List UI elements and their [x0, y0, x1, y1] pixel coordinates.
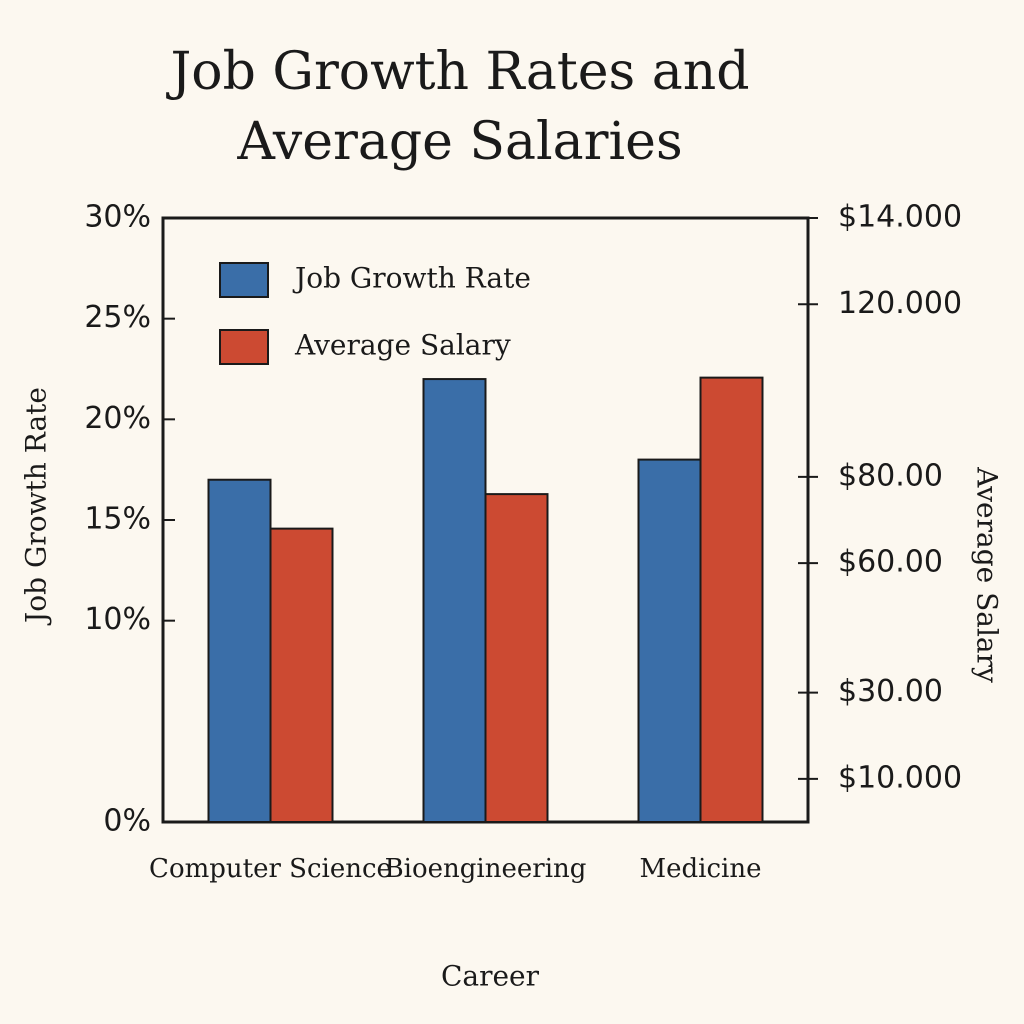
y2-tick-label: $80.00 — [838, 458, 943, 493]
y2-tick-label: $10.000 — [838, 760, 962, 795]
y-tick-label: 15% — [84, 502, 151, 537]
y-tick-label: 30% — [84, 200, 151, 235]
y-tick-label: 25% — [84, 300, 151, 335]
y2-tick-label: 120.000 — [838, 286, 962, 321]
bar — [699, 376, 764, 823]
y-axis-label: Job Growth Rate — [20, 387, 53, 626]
y-tick-label: 0% — [103, 804, 151, 839]
bar — [269, 527, 334, 824]
bar — [422, 378, 487, 823]
bar — [484, 493, 549, 823]
chart-title: Job Growth Rates and Average Salaries — [165, 42, 749, 172]
legend-label: Average Salary — [294, 329, 511, 362]
x-tick-label: Computer Science — [149, 854, 392, 884]
bar — [207, 478, 272, 823]
y2-tick-label: $30.00 — [838, 674, 943, 709]
legend-swatch — [219, 329, 269, 365]
y2-tick-label: $60.00 — [838, 545, 943, 580]
x-tick-label: Medicine — [640, 854, 762, 884]
y2-axis-label: Average Salary — [971, 466, 1004, 683]
legend-swatch — [219, 262, 269, 298]
y2-tick-label: $14.000 — [838, 200, 962, 235]
y-tick-label: 20% — [84, 401, 151, 436]
y-tick-label: 10% — [84, 602, 151, 637]
x-tick-label: Bioengineering — [385, 854, 587, 884]
x-axis-label: Career — [441, 960, 540, 993]
bar — [637, 458, 702, 823]
legend-label: Job Growth Rate — [292, 262, 531, 295]
